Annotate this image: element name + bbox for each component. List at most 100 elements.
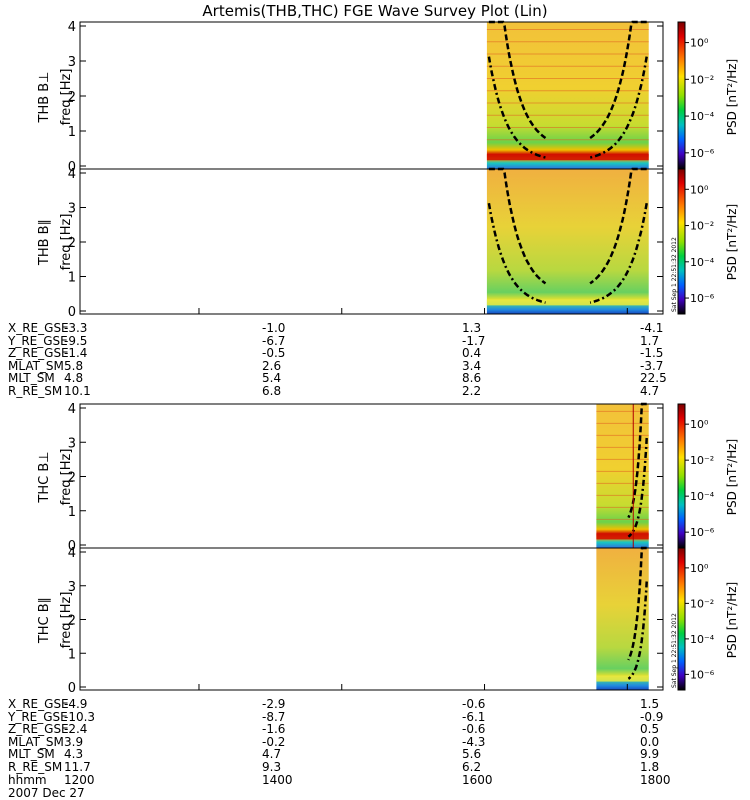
y-tick-label: 4 — [68, 20, 76, 35]
side-timestamp-bottom: Sat Sep 1 22:51:32 2012 — [671, 613, 678, 688]
y-tick-label: 2 — [68, 471, 76, 486]
y-tick-label: 2 — [68, 236, 76, 251]
y-tick-label: 0 — [68, 681, 76, 696]
y-tick-label: 3 — [68, 580, 76, 595]
y-tick-label: 4 — [68, 402, 76, 417]
colorbar-tick-label: 10⁻⁶ — [690, 147, 715, 160]
colorbar-thb-bperp — [677, 21, 686, 170]
ephemeris-value: -10.3 — [64, 709, 96, 724]
spectrogram-thb-bperp — [486, 22, 649, 169]
cyclotron-curve — [627, 437, 648, 538]
y-tick-label: 0 — [68, 160, 76, 175]
panel-label-thb-bpar: THB B∥ — [37, 219, 52, 266]
y-tick-label: 3 — [68, 436, 76, 451]
colorbar-tick-label: 10⁻⁴ — [690, 256, 715, 269]
panel-frame-thc-bpar — [79, 547, 664, 691]
y-tick-label: 1 — [68, 125, 76, 140]
ephemeris-value: 1400 — [262, 772, 293, 787]
ephemeris-value: 1.8 — [640, 760, 660, 774]
y-tick-label: 1 — [68, 647, 76, 662]
ephemeris-label: Z_RE_GSE — [8, 722, 69, 737]
colorbar-tick-label: 10⁰ — [690, 562, 709, 575]
ephemeris-value: 0.0 — [640, 734, 660, 749]
ephemeris-value: 9.9 — [640, 747, 660, 762]
ephemeris-value: 3.4 — [462, 358, 482, 373]
cyclotron-curve — [487, 56, 546, 159]
colorbar-label-thb-bpar: PSD [nT²/Hz] — [725, 204, 739, 280]
ephemeris-label: Y_RE_GSE — [8, 709, 68, 724]
side-timestamp-top: Sat Sep 1 22:51:32 2012 — [671, 237, 678, 312]
ephemeris-value: 0.5 — [640, 722, 660, 737]
panel-label-thc-bpar: THC B∥ — [37, 597, 52, 644]
ephemeris-value: 2.6 — [262, 358, 282, 373]
colorbar-label-thc-bperp: PSD [nT²/Hz] — [725, 439, 739, 515]
ephemeris-value: 5.6 — [462, 747, 482, 762]
colorbar-thb-bpar — [677, 168, 686, 315]
ephemeris-value: -2.4 — [64, 722, 88, 737]
ephemeris-value: -9.5 — [64, 333, 88, 348]
ephemeris-label: hhmm — [8, 772, 47, 787]
y-tick-label: 1 — [68, 505, 76, 520]
colorbar-tick-label: 10⁻² — [690, 220, 714, 233]
ephemeris-value: -2.9 — [262, 697, 286, 711]
ephemeris-value: 6.8 — [262, 384, 282, 398]
ephemeris-value: -8.7 — [262, 709, 286, 724]
panel-ylabel-thc-bperp: freq [Hz] — [59, 449, 74, 506]
colorbar-tick-label: 10⁰ — [690, 183, 709, 196]
ephemeris-label: X_RE_GSE — [8, 321, 69, 335]
panel-ylabel-thb-bperp: freq [Hz] — [59, 69, 74, 126]
date-label: 2007 Dec 27 — [8, 786, 85, 800]
ephemeris-value: -4.9 — [64, 697, 88, 711]
spectrogram-thc-bperp — [596, 404, 649, 548]
ephemeris-value: -1.7 — [462, 333, 486, 348]
colorbar-tick-label: 10⁻⁴ — [690, 633, 715, 646]
ephemeris-value: 1800 — [640, 772, 671, 787]
colorbar-tick-label: 10⁰ — [690, 37, 709, 50]
colorbar-thc-bperp — [677, 403, 686, 549]
colorbar-label-thb-bperp: PSD [nT²/Hz] — [725, 59, 739, 135]
ephemeris-value: 3.9 — [64, 734, 84, 749]
ephemeris-label: Z_RE_GSE — [8, 346, 69, 361]
colorbar-tick-label: 10⁻² — [690, 597, 714, 610]
y-tick-label: 2 — [68, 90, 76, 105]
spectrogram-thb-bpar — [486, 169, 649, 314]
panel-label-thc-bperp: THC B⊥ — [37, 451, 52, 503]
ephemeris-value: -3.7 — [640, 358, 664, 373]
ephemeris-value: -0.9 — [640, 709, 664, 724]
ephemeris-value: -1.6 — [262, 722, 286, 737]
panel-ylabel-thc-bpar: freq [Hz] — [59, 592, 74, 649]
ephemeris-value: -0.5 — [262, 346, 286, 361]
y-tick-label: 3 — [68, 202, 76, 217]
colorbar-thc-bpar — [677, 547, 686, 691]
cyclotron-curve — [487, 202, 546, 304]
ephemeris-value: 4.7 — [262, 747, 282, 762]
colorbar-tick-label: 10⁻⁶ — [690, 668, 715, 681]
ephemeris-value: 5.8 — [64, 358, 84, 373]
y-tick-label: 3 — [68, 55, 76, 70]
ephemeris-value: 9.3 — [262, 760, 282, 774]
y-tick-label: 4 — [68, 546, 76, 561]
ephemeris-value: 1.3 — [462, 321, 482, 335]
ephemeris-value: 4.8 — [64, 371, 84, 386]
colorbar-tick-label: 10⁻⁶ — [690, 292, 715, 305]
low-freq-band — [486, 154, 649, 161]
ephemeris-value: 6.2 — [462, 760, 482, 774]
ephemeris-value: 11.7 — [64, 760, 91, 774]
ephemeris-value: 1.7 — [640, 333, 660, 348]
ephemeris-value: -0.2 — [262, 734, 286, 749]
ephemeris-value: -4.3 — [462, 734, 486, 749]
y-tick-label: 1 — [68, 271, 76, 286]
ephemeris-value: -3.3 — [64, 321, 88, 335]
ephemeris-value: -6.7 — [262, 333, 286, 348]
ephemeris-value: 4.7 — [640, 384, 660, 398]
ephemeris-value: -4.1 — [640, 321, 664, 335]
ephemeris-label: X_RE_GSE — [8, 697, 69, 711]
ephemeris-value: -0.6 — [462, 697, 486, 711]
colorbar-tick-label: 10⁻⁴ — [690, 490, 715, 503]
y-tick-label: 0 — [68, 305, 76, 320]
ephemeris-value: 4.3 — [64, 747, 84, 762]
ephemeris-label: MLAT_SM — [8, 358, 64, 373]
ephemeris-value: -1.5 — [640, 346, 664, 361]
cyclotron-curve — [627, 581, 648, 680]
ephemeris-value: -1.4 — [64, 346, 88, 361]
